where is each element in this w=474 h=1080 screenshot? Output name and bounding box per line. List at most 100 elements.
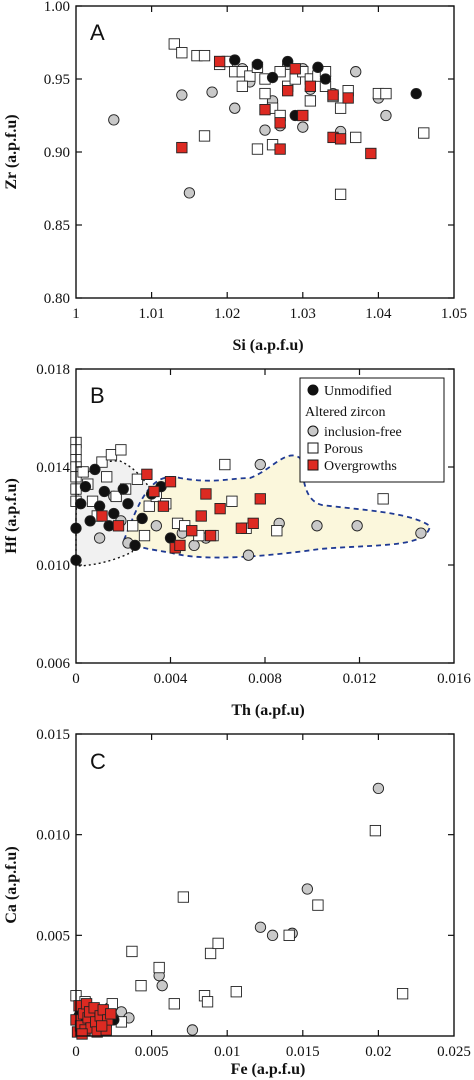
panel-a-overgrowth-point — [274, 143, 286, 155]
panel-b-ytick-label: 0.010 — [36, 558, 70, 574]
panel-a-frame — [75, 5, 455, 299]
panel-b-overgrowth-point — [141, 468, 153, 480]
panel-a-porous-point — [334, 188, 347, 200]
panel-c-porous-point — [396, 988, 409, 1000]
panel-b-unmodified-point — [129, 539, 141, 552]
panel-a-xtick-label: 1.02 — [214, 306, 240, 322]
legend-inclusion-free-marker — [307, 425, 319, 437]
panel-c-porous-point — [230, 986, 242, 998]
panel-b-porous-point — [377, 493, 389, 505]
panel-c-markers — [70, 782, 409, 1040]
panel-a-overgrowth-point — [289, 63, 301, 75]
panel-a-porous-point — [380, 87, 392, 100]
panel-b-porous-point — [226, 495, 238, 507]
panel-b-unmodified-point — [75, 498, 87, 510]
panel-a-inclusion-free-point — [108, 114, 120, 126]
panel-b-inclusion-free-point — [254, 458, 266, 471]
panel-b-xtick-label: 0 — [72, 671, 80, 687]
panel-a-inclusion-free-point — [176, 89, 188, 101]
panel-a-overgrowth-point — [274, 117, 286, 129]
panel-b-overgrowth-point — [235, 522, 248, 534]
panel-b-inclusion-free-point — [351, 520, 363, 532]
panel-c-porous-point — [135, 980, 147, 992]
panel-a-overgrowth-point — [176, 141, 188, 154]
legend-unmodified-marker — [307, 384, 319, 396]
panel-b-xtick-label: 0.004 — [154, 671, 188, 687]
panel-c-porous-point — [153, 961, 165, 974]
panel-a-ylabel: Zr (a.p.f.u) — [3, 114, 20, 189]
panel-b-overgrowth-point — [214, 503, 226, 515]
panel-b-porous-point — [110, 490, 122, 503]
legend-overgrowths-label: Overgrowths — [324, 459, 397, 474]
panel-b-unmodified-point — [108, 507, 120, 520]
panel-c: 0 0.005 0.01 0.015 0.02 0.0250.0050.0100.015 … — [3, 727, 471, 1078]
panel-b-porous-point — [105, 449, 118, 461]
legend-overgrowths-marker — [307, 459, 319, 471]
panel-c-xtick-label: 0.025 — [437, 1044, 471, 1060]
panel-b-overgrowth-point — [205, 529, 217, 542]
panel-a-overgrowth-point — [213, 55, 226, 68]
panel-b-porous-point — [127, 520, 139, 532]
panel-a-overgrowth-point — [365, 147, 377, 160]
panel-a-porous-point — [259, 87, 271, 100]
panel-a-markers — [108, 38, 430, 200]
panel-b-unmodified-point — [103, 520, 115, 532]
panel-b-porous-point — [77, 466, 89, 478]
panel-a-porous-point — [236, 80, 248, 92]
panel-a-overgrowth-point — [334, 133, 347, 145]
panel-b-inclusion-free-point — [188, 539, 200, 552]
panel-a-overgrowth-point — [327, 89, 339, 101]
panel-b-unmodified-point — [136, 512, 148, 525]
panel-a: 1 1.01 1.02 1.03 1.04 1.05 0.80 0.85 0.90 0.95 1.0… — [3, 0, 467, 354]
panel-c-porous-point — [212, 937, 224, 950]
panel-a-porous-point — [334, 102, 347, 114]
panel-b-ticks: 0 0.004 0.008 0.012 0.016 0.006 0.010 0.014 0.01… — [36, 362, 471, 687]
panel-b-ytick-label: 0.006 — [36, 656, 70, 672]
panel-b-porous-point — [131, 473, 144, 485]
panel-b-unmodified-point — [84, 515, 96, 527]
panel-a-xtick-label: 1.03 — [290, 306, 316, 322]
panel-c-letter: C — [90, 749, 106, 774]
panel-b-overgrowth-point — [254, 493, 266, 505]
panel-b-overgrowth-point — [186, 525, 198, 537]
panel-a-xlabel: Si (a.p.f.u) — [232, 337, 303, 354]
panel-c-porous-point — [177, 891, 190, 903]
panel-b-unmodified-point — [89, 463, 101, 476]
panel-a-porous-point — [274, 66, 286, 78]
panel-a-overgrowth-point — [282, 85, 294, 97]
panel-b-xtick-label: 0.012 — [343, 671, 377, 687]
panel-a-porous-point — [251, 143, 264, 155]
panel-b-overgrowth-point — [112, 520, 125, 532]
panel-c-porous-point — [204, 947, 217, 960]
panel-a-ytick-label: 0.80 — [44, 291, 70, 307]
panel-a-overgrowth-point — [342, 92, 354, 104]
panel-c-ytick-label: 0.015 — [36, 727, 70, 743]
panel-c-overgrowth-point — [96, 1020, 108, 1032]
panel-a-inclusion-free-point — [183, 187, 196, 199]
panel-a-letter: A — [90, 20, 105, 45]
panel-a-porous-point — [350, 131, 362, 144]
panel-b-overgrowth-point — [164, 476, 177, 488]
panel-c-ytick-label: 0.005 — [36, 928, 70, 944]
panel-b-xtick-label: 0.016 — [437, 671, 471, 687]
panel-b-markers — [70, 436, 427, 566]
legend-altered-header: Altered zircon — [305, 405, 385, 420]
panel-a-overgrowth-point — [304, 80, 317, 92]
panel-c-inclusion-free-point — [372, 782, 385, 795]
panel-a-inclusion-free-point — [350, 66, 362, 78]
panel-a-porous-point — [418, 127, 430, 139]
panel-b-inclusion-free-point — [93, 532, 106, 544]
panel-b-overgrowth-point — [96, 510, 108, 522]
panel-b-letter: B — [90, 383, 105, 408]
panel-b-porous-point — [271, 525, 283, 537]
panel-a-porous-point — [304, 95, 317, 107]
panel-b-unmodified-point — [122, 498, 134, 510]
panel-a-inclusion-free-point — [259, 124, 271, 136]
panel-a-ytick-label: 0.85 — [44, 218, 70, 234]
panel-b-xlabel: Th (a.pf.u) — [231, 702, 304, 719]
legend-inclusion-free-label: inclusion-free — [324, 425, 402, 440]
panel-a-xtick-label: 1.04 — [365, 306, 392, 322]
panel-a-inclusion-free-point — [206, 86, 218, 98]
panel-b-xtick-label: 0.008 — [248, 671, 282, 687]
